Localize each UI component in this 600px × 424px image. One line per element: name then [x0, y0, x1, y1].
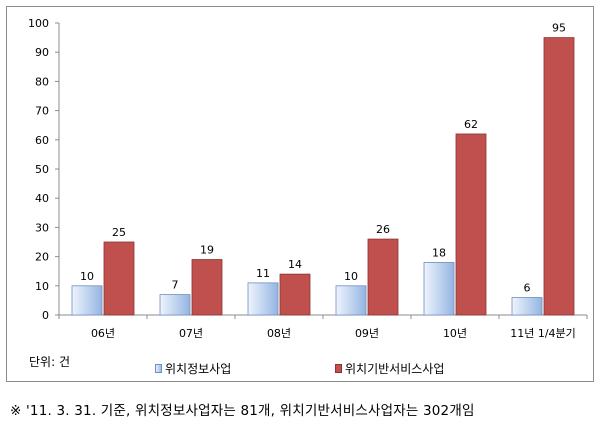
data-label-1-1: 19	[200, 244, 214, 257]
data-label-1-0: 25	[112, 226, 126, 239]
chart-frame: 0 10 20 30 40 50 60 70 80 90 100 10 25 06년 7 19 07년 11 14…	[6, 6, 594, 382]
y-tick-label-3: 30	[35, 221, 49, 234]
legend-label-1: 위치기반서비스사업	[345, 362, 445, 376]
x-tick-label-4: 10년	[443, 327, 467, 340]
data-label-0-3: 10	[344, 270, 358, 283]
y-tick-label-10: 100	[28, 17, 49, 30]
x-tick-label-5: 11년 1/4분기	[510, 327, 576, 340]
y-tick-label-5: 50	[35, 163, 49, 176]
data-label-1-4: 62	[464, 118, 478, 131]
bar-0-4	[423, 262, 455, 316]
bar-1-1	[191, 259, 223, 316]
y-tick-label-2: 20	[35, 251, 49, 264]
data-label-0-0: 10	[80, 270, 94, 283]
data-label-0-5: 6	[524, 281, 531, 294]
bar-0-1	[159, 294, 191, 316]
footnote: ※ '11. 3. 31. 기준, 위치정보사업자는 81개, 위치기반서비스사…	[10, 403, 475, 419]
data-label-0-2: 11	[256, 267, 270, 280]
data-label-1-3: 26	[376, 223, 390, 236]
data-label-1-2: 14	[288, 258, 302, 271]
bar-chart: 0 10 20 30 40 50 60 70 80 90 100 10 25 06년 7 19 07년 11 14…	[28, 17, 588, 340]
y-tick-label-6: 60	[35, 134, 49, 147]
bar-0-0	[71, 285, 103, 316]
y-tick-label-0: 0	[42, 309, 49, 322]
bar-1-0	[103, 241, 135, 316]
y-tick-label-4: 40	[35, 192, 49, 205]
legend-label-0: 위치정보사업	[165, 362, 232, 376]
bar-1-3	[367, 238, 399, 316]
data-label-0-1: 7	[172, 279, 179, 292]
bar-1-2	[279, 273, 311, 316]
x-tick-label-3: 09년	[355, 327, 379, 340]
y-tick-label-9: 90	[35, 46, 49, 59]
y-tick-label-8: 80	[35, 75, 49, 88]
bar-0-3	[335, 285, 367, 316]
x-tick-label-2: 08년	[267, 327, 291, 340]
data-label-1-5: 95	[552, 22, 566, 35]
legend-item-0: 위치정보사업	[155, 360, 231, 377]
legend-swatch-1	[335, 364, 342, 373]
bar-0-5	[511, 297, 543, 316]
y-tick-label-1: 10	[35, 280, 49, 293]
bar-1-5	[543, 37, 575, 316]
data-label-0-4: 18	[432, 246, 446, 259]
legend-item-1: 위치기반서비스사업	[335, 360, 444, 377]
x-tick-label-1: 07년	[179, 327, 203, 340]
y-tick-label-7: 70	[35, 105, 49, 118]
legend-swatch-0	[155, 364, 162, 373]
bar-0-2	[247, 282, 279, 316]
x-tick-label-0: 06년	[91, 327, 115, 340]
unit-label: 단위: 건	[29, 355, 70, 369]
bar-1-4	[455, 133, 487, 316]
